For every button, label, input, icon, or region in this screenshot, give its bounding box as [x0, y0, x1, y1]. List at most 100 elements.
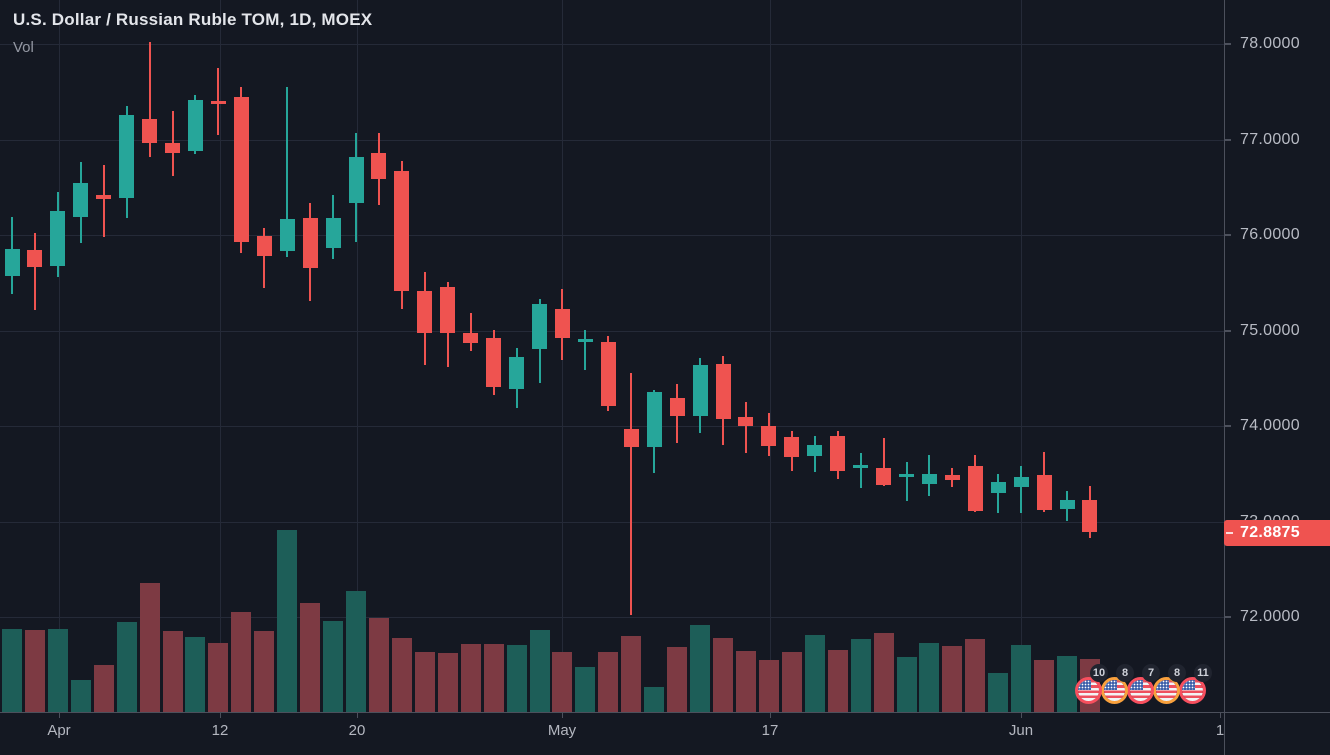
symbol-title[interactable]: U.S. Dollar / Russian Ruble TOM, 1D, MOE… — [13, 10, 373, 29]
us-flag-icon — [1129, 679, 1151, 701]
volume-bar — [919, 643, 940, 712]
volume-bar — [254, 631, 275, 712]
gridline-vertical — [220, 0, 221, 712]
candle-body — [738, 417, 754, 426]
us-flag-icon — [1103, 679, 1125, 701]
candle-body — [256, 235, 272, 256]
candle-wick — [102, 165, 105, 237]
flag-event-icon[interactable] — [1152, 676, 1180, 704]
candle-body — [440, 286, 456, 334]
volume-bar — [277, 530, 298, 712]
candle-body — [463, 333, 479, 343]
candle-body — [233, 96, 249, 242]
volume-bar — [965, 639, 986, 712]
volume-bar — [621, 636, 642, 712]
candle-wick — [997, 473, 1000, 513]
price-tick-label: 72.0000 — [1240, 608, 1300, 625]
candle-body — [1036, 474, 1052, 511]
candle-body — [899, 473, 914, 477]
candle-body — [600, 341, 616, 406]
candle-body — [577, 339, 593, 343]
gridline-horizontal — [0, 426, 1224, 427]
gridline-horizontal — [0, 330, 1224, 332]
volume-bar — [758, 660, 779, 712]
volume-bar — [460, 644, 481, 712]
volume-bar — [667, 647, 688, 712]
candle-body — [830, 435, 846, 471]
volume-bar — [896, 657, 917, 712]
event-count-badge: 8 — [1116, 664, 1134, 682]
volume-bar — [162, 631, 183, 712]
candle-wick — [630, 372, 633, 616]
gridline-horizontal — [0, 521, 1224, 523]
candle-body — [807, 445, 823, 456]
flag-canton — [1129, 679, 1143, 690]
candle-body — [394, 171, 410, 292]
volume-bar — [1057, 656, 1078, 712]
time-tick-label: 12 — [211, 722, 229, 739]
flag-event-icon[interactable] — [1074, 676, 1102, 704]
flag-event-icon[interactable] — [1126, 676, 1154, 704]
candle-body — [944, 474, 960, 481]
candle-wick — [286, 86, 289, 257]
time-axis-tick — [220, 712, 221, 718]
price-tick-label: 76.0000 — [1240, 226, 1300, 243]
volume-bar — [368, 618, 389, 712]
volume-bar — [346, 591, 367, 712]
event-count-badge: 10 — [1090, 664, 1108, 682]
volume-bar — [506, 645, 527, 712]
candle-body — [715, 363, 731, 420]
time-tick-label: Jun — [1008, 722, 1034, 739]
volume-bar — [713, 638, 734, 712]
candle-body — [876, 468, 892, 486]
volume-bar — [300, 603, 321, 712]
volume-bar — [391, 638, 412, 712]
flag-canton — [1103, 679, 1117, 690]
volume-bar — [942, 646, 963, 712]
gridline-vertical — [1021, 0, 1022, 712]
event-count-badge: 7 — [1142, 664, 1160, 682]
volume-bar — [483, 644, 504, 712]
price-axis-tick — [1224, 234, 1231, 236]
volume-bar — [644, 687, 665, 712]
candle-body — [302, 217, 318, 269]
candle-wick — [469, 313, 472, 352]
candle-body — [27, 250, 43, 267]
candle-body — [554, 308, 570, 339]
candle-body — [990, 482, 1006, 493]
flag-canton — [1077, 679, 1091, 690]
chart-legend: U.S. Dollar / Russian Ruble TOM, 1D, MOE… — [13, 10, 372, 56]
price-tick-label: 75.0000 — [1240, 321, 1300, 339]
gridline-horizontal — [0, 44, 1224, 45]
gridline-vertical — [59, 0, 60, 712]
volume-bar — [116, 622, 137, 712]
gridline-vertical — [357, 0, 358, 712]
candle-body — [623, 428, 639, 447]
volume-bar — [598, 652, 619, 712]
volume-bar — [70, 680, 91, 712]
time-tick-label: 1 — [1215, 722, 1225, 739]
candle-body — [921, 473, 937, 485]
us-flag-icon — [1155, 679, 1177, 701]
candle-body — [486, 338, 502, 387]
time-axis-border — [0, 712, 1330, 713]
volume-bar — [690, 625, 711, 712]
volume-bar — [552, 652, 573, 712]
volume-bar — [47, 629, 68, 712]
time-axis-tick — [357, 712, 358, 718]
volume-bar — [804, 635, 825, 712]
candle-wick — [1020, 466, 1023, 513]
flag-event-icon[interactable] — [1100, 676, 1128, 704]
candle-body — [371, 152, 387, 179]
gridline-horizontal — [0, 235, 1224, 236]
volume-indicator-label[interactable]: Vol — [13, 39, 34, 56]
volume-bar — [208, 643, 229, 712]
flag-canton — [1155, 679, 1169, 690]
price-axis-tick — [1224, 425, 1231, 427]
volume-bar — [24, 630, 45, 712]
flag-event-icon[interactable] — [1178, 676, 1206, 704]
